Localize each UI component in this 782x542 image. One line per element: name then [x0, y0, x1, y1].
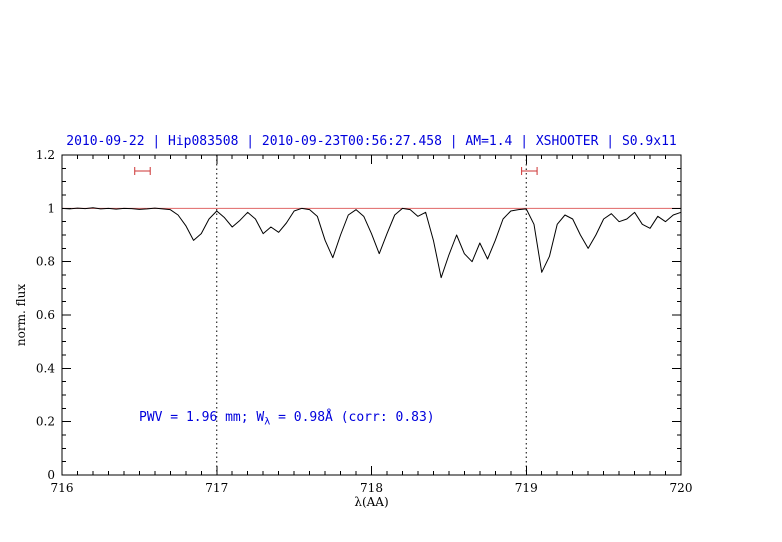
x-tick-label: 720 [670, 481, 693, 495]
pwv-annotation-subscript: λ [264, 416, 271, 428]
x-tick-label: 716 [51, 481, 74, 495]
x-tick-label: 719 [515, 481, 538, 495]
y-tick-label: 0.2 [36, 415, 55, 429]
pwv-annotation-suffix: = 0.98Å (corr: 0.83) [270, 410, 435, 425]
y-axis-label: norm. flux [14, 283, 28, 347]
x-axis-label: λ(AA) [354, 495, 389, 509]
y-tick-label: 0.8 [36, 255, 55, 269]
x-tick-label: 717 [205, 481, 228, 495]
spectrum-line [61, 207, 682, 279]
y-tick-label: 1.2 [36, 148, 55, 162]
pwv-annotation-prefix: PWV = 1.96 mm; W [139, 410, 265, 425]
y-tick-label: 1 [47, 201, 55, 215]
x-tick-label: 718 [360, 481, 383, 495]
y-tick-label: 0.6 [36, 308, 55, 322]
y-tick-label: 0.4 [36, 361, 55, 375]
pwv-annotation: PWV = 1.96 mm; Wλ = 0.98Å (corr: 0.83) [139, 410, 435, 428]
plot-title: 2010-09-22 | Hip083508 | 2010-09-23T00:5… [66, 134, 677, 149]
y-tick-label: 0 [47, 468, 55, 482]
